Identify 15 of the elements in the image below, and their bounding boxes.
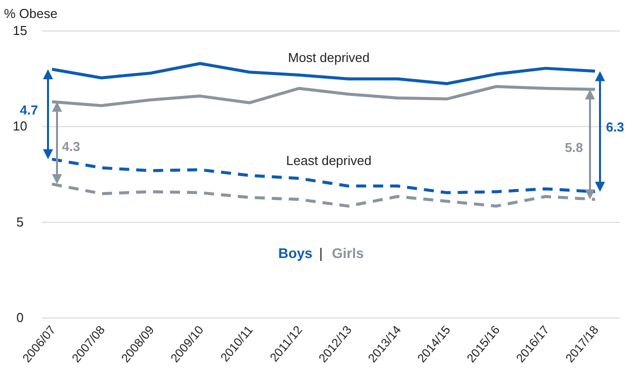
line-series xyxy=(50,84,596,108)
y-tick-label: 10 xyxy=(12,118,28,134)
y-tick-label: 5 xyxy=(16,214,24,230)
y-axis-title: % Obese xyxy=(4,6,58,21)
annotation: 5.8 xyxy=(564,140,583,156)
annotation: Least deprived xyxy=(286,153,372,168)
annotation: | xyxy=(319,245,323,261)
y-tick-label: 15 xyxy=(12,23,28,38)
text: Girls xyxy=(332,245,364,261)
annotation: 4.3 xyxy=(62,138,80,154)
y-tick-label: 0 xyxy=(16,310,24,325)
annotation: 6.3 xyxy=(606,120,624,135)
text: Boys xyxy=(278,245,313,261)
text: 4.7 xyxy=(20,102,38,118)
annotation: Most deprived xyxy=(288,50,370,65)
